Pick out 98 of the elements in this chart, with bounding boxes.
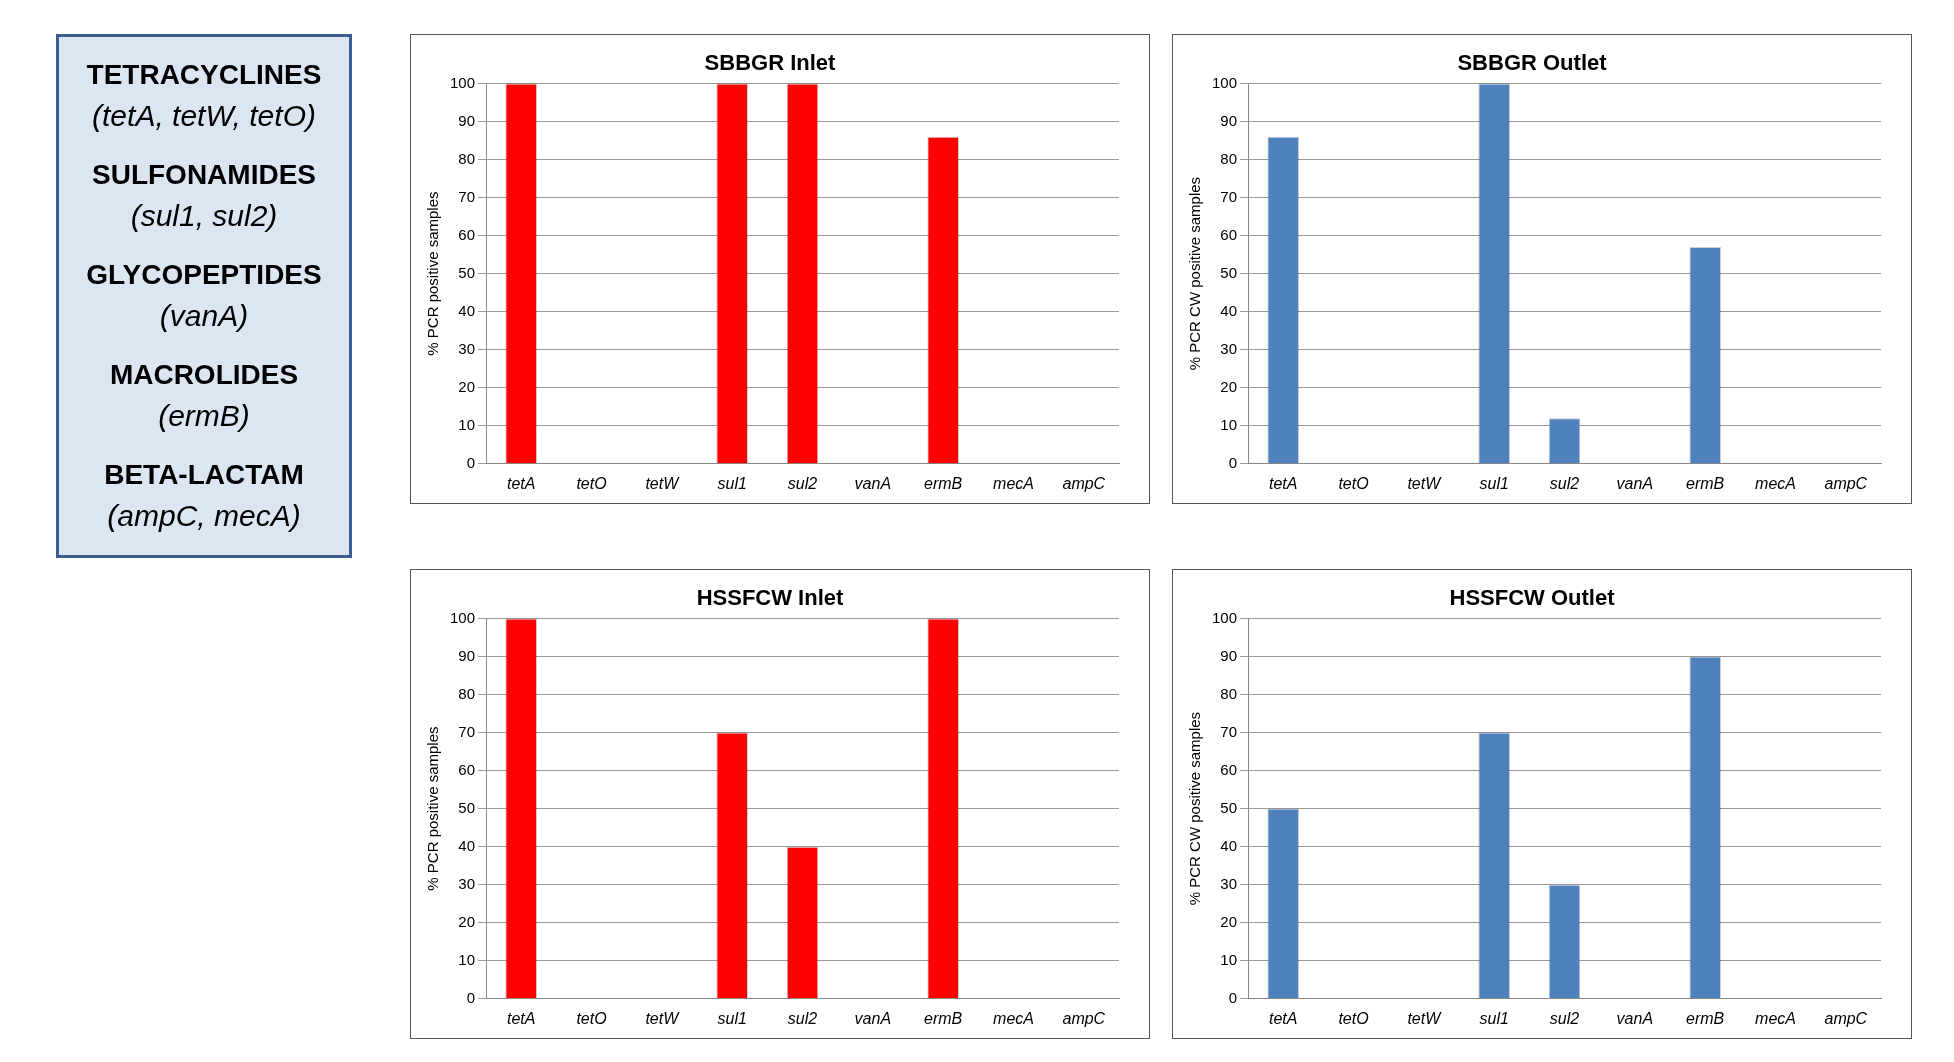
y-tick-label: 0 xyxy=(1228,453,1238,471)
x-tick-label: vanA xyxy=(854,474,892,492)
x-tick-label: sul2 xyxy=(787,474,818,492)
text: BETA-LACTAM xyxy=(103,459,305,491)
y-tick-label: 80 xyxy=(458,149,476,167)
y-tick-label: 70 xyxy=(1220,722,1238,740)
x-tick-label: tetA xyxy=(1268,474,1298,492)
x-tick-label: mecA xyxy=(993,474,1034,492)
x-tick-label: mecA xyxy=(993,1009,1034,1027)
chart-title: SBBGR Outlet xyxy=(1457,50,1608,76)
x-tick-label: tetO xyxy=(1338,1009,1369,1027)
x-tick-label: sul2 xyxy=(787,1009,818,1027)
y-axis-title: % PCR CW positive samples xyxy=(1186,711,1204,906)
x-tick-label: mecA xyxy=(1755,474,1796,492)
y-tick-label: 100 xyxy=(450,73,476,91)
y-tick-label: 90 xyxy=(1220,111,1238,129)
text: (ermB) xyxy=(157,399,251,433)
y-tick-label: 30 xyxy=(458,339,476,357)
x-tick-label: tetO xyxy=(1338,474,1369,492)
y-tick-label: 80 xyxy=(1220,149,1238,167)
x-tick-label: tetO xyxy=(576,474,607,492)
text: SULFONAMIDES xyxy=(91,159,317,191)
x-tick-label: ermB xyxy=(924,474,963,492)
y-tick-label: 60 xyxy=(458,225,476,243)
text: (sul1, sul2) xyxy=(129,199,279,233)
y-tick-label: 60 xyxy=(1220,225,1238,243)
x-tick-label: sul1 xyxy=(717,474,747,492)
chart-title: HSSFCW Inlet xyxy=(696,585,844,611)
y-tick-label: 40 xyxy=(1220,836,1238,854)
y-tick-label: 70 xyxy=(458,187,476,205)
y-tick-label: 60 xyxy=(1220,760,1238,778)
x-tick-label: tetW xyxy=(645,474,681,492)
y-tick-label: 0 xyxy=(466,453,476,471)
x-tick-label: sul1 xyxy=(1479,1009,1509,1027)
x-tick-label: tetO xyxy=(576,1009,607,1027)
x-tick-label: sul2 xyxy=(1549,474,1580,492)
x-tick-label: tetA xyxy=(506,474,536,492)
y-tick-label: 10 xyxy=(458,415,476,433)
y-tick-label: 50 xyxy=(458,798,476,816)
text: MACROLIDES xyxy=(108,359,300,391)
y-tick-label: 10 xyxy=(1220,950,1238,968)
text: TETRACYCLINES xyxy=(85,59,323,91)
y-tick-label: 80 xyxy=(1220,684,1238,702)
y-tick-label: 70 xyxy=(1220,187,1238,205)
y-tick-label: 30 xyxy=(458,874,476,892)
text: (ampC, mecA) xyxy=(106,499,302,533)
x-tick-label: tetW xyxy=(645,1009,681,1027)
y-tick-label: 0 xyxy=(1228,988,1238,1006)
x-tick-label: vanA xyxy=(1616,474,1654,492)
y-tick-label: 100 xyxy=(1212,73,1238,91)
x-tick-label: ermB xyxy=(924,1009,963,1027)
text: GLYCOPEPTIDES xyxy=(85,259,323,291)
y-tick-label: 20 xyxy=(1220,377,1238,395)
x-tick-label: ampC xyxy=(1824,1009,1868,1027)
x-tick-label: ampC xyxy=(1062,1009,1106,1027)
y-tick-label: 80 xyxy=(458,684,476,702)
y-tick-label: 40 xyxy=(1220,301,1238,319)
text: (tetA, tetW, tetO) xyxy=(91,99,317,133)
y-tick-label: 90 xyxy=(458,111,476,129)
y-tick-label: 50 xyxy=(1220,798,1238,816)
y-tick-label: 100 xyxy=(450,608,476,626)
y-tick-label: 20 xyxy=(1220,912,1238,930)
y-tick-label: 20 xyxy=(458,912,476,930)
y-tick-label: 0 xyxy=(466,988,476,1006)
y-tick-label: 70 xyxy=(458,722,476,740)
x-tick-label: sul1 xyxy=(1479,474,1509,492)
x-tick-label: vanA xyxy=(854,1009,892,1027)
y-tick-label: 50 xyxy=(1220,263,1238,281)
y-tick-label: 10 xyxy=(1220,415,1238,433)
y-tick-label: 10 xyxy=(458,950,476,968)
y-tick-label: 20 xyxy=(458,377,476,395)
x-tick-label: tetA xyxy=(1268,1009,1298,1027)
y-tick-label: 90 xyxy=(458,646,476,664)
y-tick-label: 100 xyxy=(1212,608,1238,626)
y-tick-label: 50 xyxy=(458,263,476,281)
y-axis-title: % PCR CW positive samples xyxy=(1186,176,1204,371)
text: (vanA) xyxy=(158,299,250,333)
y-tick-label: 30 xyxy=(1220,874,1238,892)
y-tick-label: 40 xyxy=(458,836,476,854)
x-tick-label: ampC xyxy=(1062,474,1106,492)
x-tick-label: sul2 xyxy=(1549,1009,1580,1027)
y-tick-label: 40 xyxy=(458,301,476,319)
x-tick-label: vanA xyxy=(1616,1009,1654,1027)
y-tick-label: 30 xyxy=(1220,339,1238,357)
chart-title: HSSFCW Outlet xyxy=(1449,585,1616,611)
x-tick-label: tetW xyxy=(1407,1009,1443,1027)
x-tick-label: tetW xyxy=(1407,474,1443,492)
x-tick-label: ermB xyxy=(1686,1009,1725,1027)
x-tick-label: sul1 xyxy=(717,1009,747,1027)
y-axis-title: % PCR positive samples xyxy=(424,726,442,891)
y-axis-title: % PCR positive samples xyxy=(424,191,442,356)
x-tick-label: mecA xyxy=(1755,1009,1796,1027)
x-tick-label: ampC xyxy=(1824,474,1868,492)
y-tick-label: 60 xyxy=(458,760,476,778)
y-tick-label: 90 xyxy=(1220,646,1238,664)
x-tick-label: tetA xyxy=(506,1009,536,1027)
chart-title: SBBGR Inlet xyxy=(704,50,837,76)
x-tick-label: ermB xyxy=(1686,474,1725,492)
